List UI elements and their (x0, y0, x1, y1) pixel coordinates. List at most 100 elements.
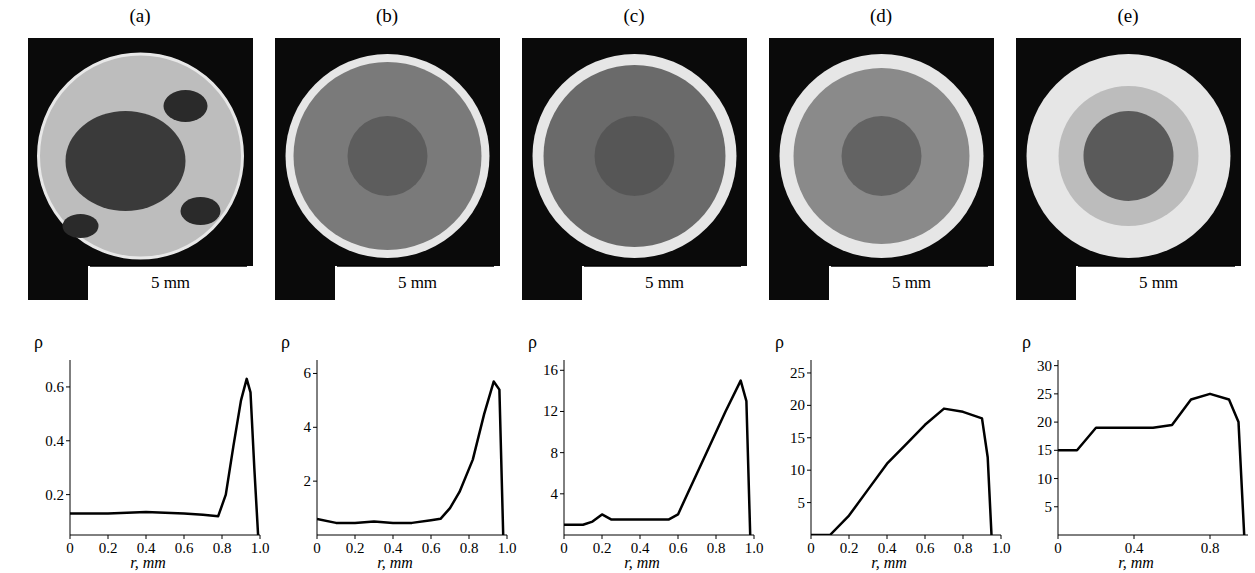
x-tick-label: 0.2 (346, 540, 365, 556)
x-tick (70, 535, 71, 539)
x-tick (355, 535, 356, 539)
y-tick-label: 8 (551, 445, 559, 461)
x-tick-label: 0.8 (213, 540, 232, 556)
panel-title: (e) (1117, 5, 1138, 27)
x-tick (716, 535, 717, 539)
y-tick-label: 2 (304, 473, 312, 489)
x-axis (317, 535, 507, 536)
x-tick (963, 535, 964, 539)
y-tick-label: 5 (1045, 499, 1053, 515)
y-tick-label: 16 (543, 362, 559, 378)
y-tick-label: 15 (1037, 442, 1052, 458)
y-axis-title: ρ (775, 332, 784, 352)
y-tick (1054, 506, 1058, 507)
x-tick-label: 0.6 (669, 540, 688, 556)
plot-area (317, 382, 503, 535)
y-tick-label: 20 (1037, 414, 1052, 430)
dark-region (164, 90, 208, 122)
y-tick (560, 493, 564, 494)
x-tick (260, 535, 261, 539)
x-tick-label: 0 (66, 540, 74, 556)
x-tick-label: 1.0 (498, 540, 517, 556)
scale-box (1076, 266, 1241, 300)
y-tick (807, 470, 811, 471)
y-axis-title: ρ (34, 332, 43, 352)
chart: 00.20.40.60.81.0481216ρr, mm (528, 332, 763, 571)
y-tick (66, 494, 70, 495)
density-curve (70, 379, 258, 535)
y-tick (807, 502, 811, 503)
y-axis (70, 360, 71, 535)
sample-disk (39, 54, 243, 258)
y-tick-label: 6 (304, 365, 312, 381)
y-tick-label: 25 (1037, 386, 1052, 402)
density-curve (811, 409, 992, 535)
y-tick-label: 15 (790, 430, 805, 446)
x-tick-label: 0 (807, 540, 815, 556)
scale-label: 5 mm (645, 273, 684, 292)
x-tick (678, 535, 679, 539)
photo-background (275, 38, 500, 300)
y-axis-title: ρ (1022, 332, 1031, 352)
y-tick-label: 20 (790, 397, 805, 413)
y-tick (1054, 393, 1058, 394)
y-axis (317, 360, 318, 535)
y-tick-label: 0.4 (45, 433, 64, 449)
sample-center (595, 116, 675, 196)
x-tick (754, 535, 755, 539)
x-tick-label: 0.6 (175, 540, 194, 556)
y-tick-label: 5 (798, 495, 806, 511)
sample-center (1084, 111, 1174, 201)
x-tick-label: 1.0 (992, 540, 1011, 556)
chart: 00.20.40.60.81.0510152025ρr, mm (775, 332, 1010, 571)
scale-bar (90, 265, 247, 267)
y-tick (66, 440, 70, 441)
x-tick-label: 0.8 (707, 540, 726, 556)
dark-region (181, 197, 221, 225)
plot-area (811, 409, 992, 535)
panel-title: (c) (623, 5, 644, 27)
x-tick-label: 0.6 (422, 540, 441, 556)
y-axis (564, 360, 565, 535)
x-tick (640, 535, 641, 539)
x-tick (887, 535, 888, 539)
x-tick-label: 0.2 (99, 540, 118, 556)
x-tick-label: 0.8 (460, 540, 479, 556)
plot-area (564, 381, 750, 535)
x-tick-label: 0.6 (916, 540, 935, 556)
y-tick (560, 370, 564, 371)
y-tick (66, 386, 70, 387)
density-curve (317, 382, 503, 535)
x-tick-label: 0.8 (954, 540, 973, 556)
x-tick (602, 535, 603, 539)
y-tick-label: 30 (1037, 358, 1052, 374)
y-tick-label: 0.6 (45, 379, 64, 395)
sample-core (1059, 86, 1199, 226)
scale-label: 5 mm (151, 273, 190, 292)
scale-bar (337, 265, 494, 267)
photo: 5 mm (769, 38, 994, 300)
x-axis (811, 535, 1001, 536)
sample-core (544, 65, 726, 247)
y-axis-title: ρ (281, 332, 290, 352)
sample-core (794, 68, 970, 244)
x-tick-label: 0 (313, 540, 321, 556)
x-tick (849, 535, 850, 539)
x-tick-label: 0.2 (593, 540, 612, 556)
x-tick (1001, 535, 1002, 539)
photo: 5 mm (522, 38, 747, 300)
figure: (a)5 mm00.20.40.60.81.00.20.40.6ρr, mm(b… (0, 0, 1255, 573)
y-tick (313, 427, 317, 428)
x-tick (108, 535, 109, 539)
y-tick (560, 452, 564, 453)
chart: 00.20.40.60.81.00.20.40.6ρr, mm (34, 332, 269, 571)
x-tick-label: 0 (1054, 540, 1062, 556)
x-axis-title: r, mm (377, 554, 413, 571)
y-axis-title: ρ (528, 332, 537, 352)
dark-region (63, 214, 99, 238)
y-tick-label: 0.2 (45, 487, 64, 503)
x-tick-label: 0.2 (840, 540, 859, 556)
sample-ring (533, 54, 737, 258)
x-tick (1058, 535, 1059, 539)
x-tick (393, 535, 394, 539)
